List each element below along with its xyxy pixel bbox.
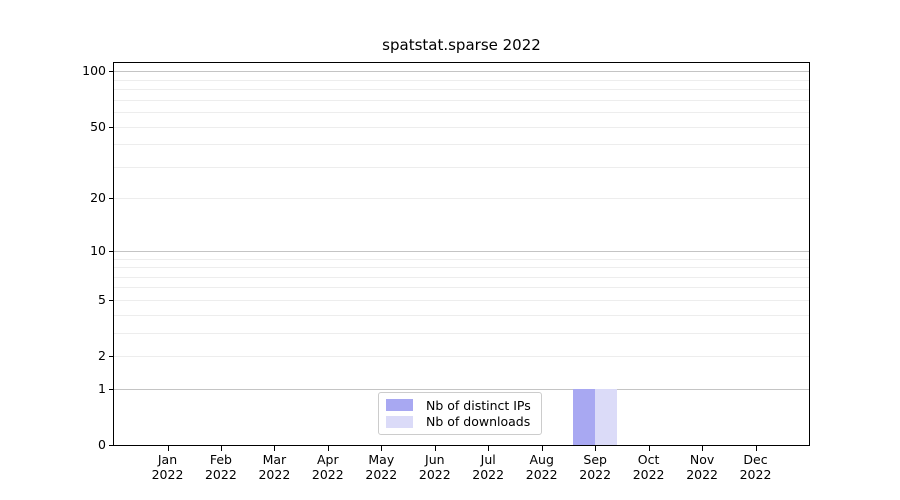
x-tick-month: Jun — [425, 452, 445, 467]
gridline-minor — [114, 198, 809, 200]
gridline-major — [114, 71, 809, 73]
y-tick-label: 20 — [90, 190, 106, 206]
x-tick — [274, 446, 276, 451]
x-tick-label: Apr 2022 — [296, 452, 360, 482]
x-tick-label: May 2022 — [349, 452, 413, 482]
y-tick — [109, 71, 114, 73]
x-tick-month: Dec — [743, 452, 768, 467]
x-tick-year: 2022 — [739, 467, 772, 482]
x-tick-label: Nov 2022 — [670, 452, 734, 482]
x-tick — [434, 446, 436, 451]
gridline-major — [114, 250, 809, 252]
x-tick — [381, 446, 383, 451]
legend-label-distinct-ips: Nb of distinct IPs — [426, 397, 531, 413]
x-tick — [327, 446, 329, 451]
x-tick-month: Jul — [480, 452, 496, 467]
legend-swatch-distinct-ips-icon — [386, 399, 413, 412]
y-tick — [109, 299, 114, 301]
x-tick-label: Jun 2022 — [403, 452, 467, 482]
x-tick — [755, 446, 757, 451]
legend-item-distinct-ips: Nb of distinct IPs — [386, 397, 533, 414]
x-tick-year: 2022 — [579, 467, 612, 482]
x-tick-month: May — [368, 452, 395, 467]
x-tick-year: 2022 — [311, 467, 344, 482]
x-tick-year: 2022 — [151, 467, 184, 482]
gridline-minor — [114, 276, 809, 278]
x-tick-month: Mar — [262, 452, 287, 467]
x-tick-month: Oct — [637, 452, 660, 467]
y-tick-label: 1 — [98, 380, 106, 396]
x-tick — [648, 446, 650, 451]
legend-item-downloads: Nb of downloads — [386, 414, 533, 431]
x-tick-label: Oct 2022 — [617, 452, 681, 482]
gridline-minor — [114, 99, 809, 101]
legend-swatch-downloads-icon — [386, 415, 413, 428]
y-tick-label: 0 — [98, 437, 106, 452]
x-tick — [167, 446, 169, 451]
legend-label-downloads: Nb of downloads — [426, 414, 531, 430]
x-tick-year: 2022 — [686, 467, 718, 482]
x-tick-month: Jan — [157, 452, 178, 467]
x-tick-label: Dec 2022 — [724, 452, 788, 482]
y-tick-label: 100 — [82, 63, 106, 79]
y-tick-label: 10 — [90, 242, 106, 258]
gridline-major — [114, 388, 809, 390]
x-tick — [541, 446, 543, 451]
gridline-minor — [114, 356, 809, 357]
gridline-minor — [114, 144, 809, 146]
x-tick — [595, 446, 597, 451]
bar-downloads-sep — [595, 388, 618, 445]
plot-area — [113, 62, 810, 446]
x-tick-label: Jan 2022 — [136, 452, 200, 482]
gridline-minor — [114, 267, 809, 268]
legend: Nb of distinct IPs Nb of downloads — [378, 392, 542, 435]
x-tick-month: Feb — [209, 452, 232, 467]
x-tick-month: Aug — [529, 452, 554, 467]
x-tick-label: Sep 2022 — [563, 452, 627, 482]
gridline-minor — [114, 89, 809, 90]
x-tick-month: Sep — [583, 452, 607, 467]
x-tick-label: Feb 2022 — [189, 452, 253, 482]
y-tick — [109, 388, 114, 390]
x-tick-year: 2022 — [258, 467, 291, 482]
bar-distinct-ips-sep — [572, 388, 596, 445]
x-tick-label: Mar 2022 — [242, 452, 306, 482]
gridline-minor — [114, 112, 809, 113]
x-tick-year: 2022 — [632, 467, 665, 482]
x-tick-month: Nov — [689, 452, 715, 467]
x-tick-month: Apr — [316, 452, 339, 467]
y-tick — [109, 356, 114, 357]
gridline-minor — [114, 314, 809, 316]
x-tick-year: 2022 — [472, 467, 505, 482]
x-tick-label: Aug 2022 — [510, 452, 574, 482]
x-tick-label: Jul 2022 — [456, 452, 520, 482]
y-tick-label: 50 — [90, 118, 106, 134]
gridline-minor — [114, 79, 809, 81]
y-tick — [109, 250, 114, 252]
chart-title: spatstat.sparse 2022 — [382, 36, 541, 54]
y-tick-label: 2 — [98, 348, 106, 363]
x-tick — [488, 446, 490, 451]
gridline-minor — [114, 166, 809, 168]
y-tick-label: 5 — [98, 291, 106, 307]
x-tick — [220, 446, 222, 451]
x-tick-year: 2022 — [365, 467, 398, 482]
x-tick — [702, 446, 704, 451]
gridline-minor — [114, 258, 809, 260]
gridline-minor — [114, 332, 809, 334]
gridline-minor — [114, 126, 809, 128]
x-tick-year: 2022 — [525, 467, 558, 482]
y-tick — [109, 445, 114, 446]
gridline-minor — [114, 299, 809, 301]
y-tick — [109, 126, 114, 128]
gridline-minor — [114, 287, 809, 289]
y-tick — [109, 198, 114, 200]
x-tick-year: 2022 — [204, 467, 237, 482]
x-tick-year: 2022 — [418, 467, 451, 482]
